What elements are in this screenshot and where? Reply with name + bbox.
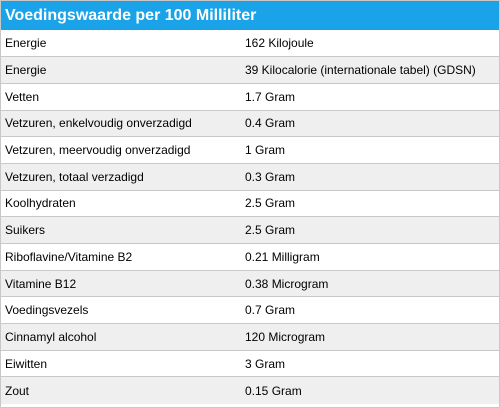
nutrient-name: Suikers — [1, 216, 241, 244]
nutrient-name: Vitamine B12 — [1, 269, 241, 297]
table-row: Energie 162 Kilojoule — [1, 30, 499, 57]
table-row: Cinnamyl alcohol 120 Microgram — [1, 323, 499, 351]
panel-title: Voedingswaarde per 100 Milliliter — [1, 1, 499, 30]
nutrient-name: Energie — [1, 30, 241, 57]
nutrient-value: 0.15 Gram — [241, 376, 499, 404]
nutrient-name: Zout — [1, 376, 241, 404]
nutrient-value: 0.21 Milligram — [241, 243, 499, 271]
nutrient-value: 0.38 Microgram — [241, 269, 499, 297]
nutrient-name: Vetzuren, meervoudig onverzadigd — [1, 136, 241, 164]
table-row: Vetzuren, enkelvoudig onverzadigd 0.4 Gr… — [1, 109, 499, 137]
table-row: Vetzuren, totaal verzadigd 0.3 Gram — [1, 162, 499, 191]
nutrient-value: 3 Gram — [241, 349, 499, 377]
nutrient-name: Koolhydraten — [1, 189, 241, 217]
nutrient-name: Vetzuren, enkelvoudig onverzadigd — [1, 109, 241, 137]
nutrient-value: 1 Gram — [241, 136, 499, 164]
nutrient-value: 2.5 Gram — [241, 189, 499, 217]
table-row: Suikers 2.5 Gram — [1, 216, 499, 244]
nutrient-name: Eiwitten — [1, 349, 241, 377]
table-row: Koolhydraten 2.5 Gram — [1, 189, 499, 217]
table-row: Zout 0.15 Gram — [1, 376, 499, 404]
nutrient-name: Voedingsvezels — [1, 296, 241, 324]
table-row: Voedingsvezels 0.7 Gram — [1, 296, 499, 324]
table-row: Riboflavine/Vitamine B2 0.21 Milligram — [1, 243, 499, 271]
nutrient-value: 0.4 Gram — [241, 109, 499, 137]
nutrient-name: Riboflavine/Vitamine B2 — [1, 243, 241, 271]
nutrient-name: Vetzuren, totaal verzadigd — [1, 162, 241, 191]
nutrient-value: 2.5 Gram — [241, 216, 499, 244]
table-row: Vitamine B12 0.38 Microgram — [1, 269, 499, 297]
nutrition-table: Energie 162 Kilojoule Energie 39 Kilocal… — [1, 30, 499, 404]
nutrient-value: 0.3 Gram — [241, 162, 499, 191]
table-row: Vetten 1.7 Gram — [1, 82, 499, 111]
nutrient-name: Energie — [1, 56, 241, 84]
nutrient-value: 120 Microgram — [241, 323, 499, 351]
nutrient-name: Cinnamyl alcohol — [1, 323, 241, 351]
nutrient-value: 1.7 Gram — [241, 82, 499, 111]
table-row: Eiwitten 3 Gram — [1, 349, 499, 377]
nutrient-value: 0.7 Gram — [241, 296, 499, 324]
nutrition-table-body: Energie 162 Kilojoule Energie 39 Kilocal… — [1, 30, 499, 404]
nutrient-value: 162 Kilojoule — [241, 30, 499, 57]
table-row: Vetzuren, meervoudig onverzadigd 1 Gram — [1, 136, 499, 164]
nutrient-name: Vetten — [1, 82, 241, 111]
table-row: Energie 39 Kilocalorie (internationale t… — [1, 56, 499, 84]
nutrient-value: 39 Kilocalorie (internationale tabel) (G… — [241, 56, 499, 84]
